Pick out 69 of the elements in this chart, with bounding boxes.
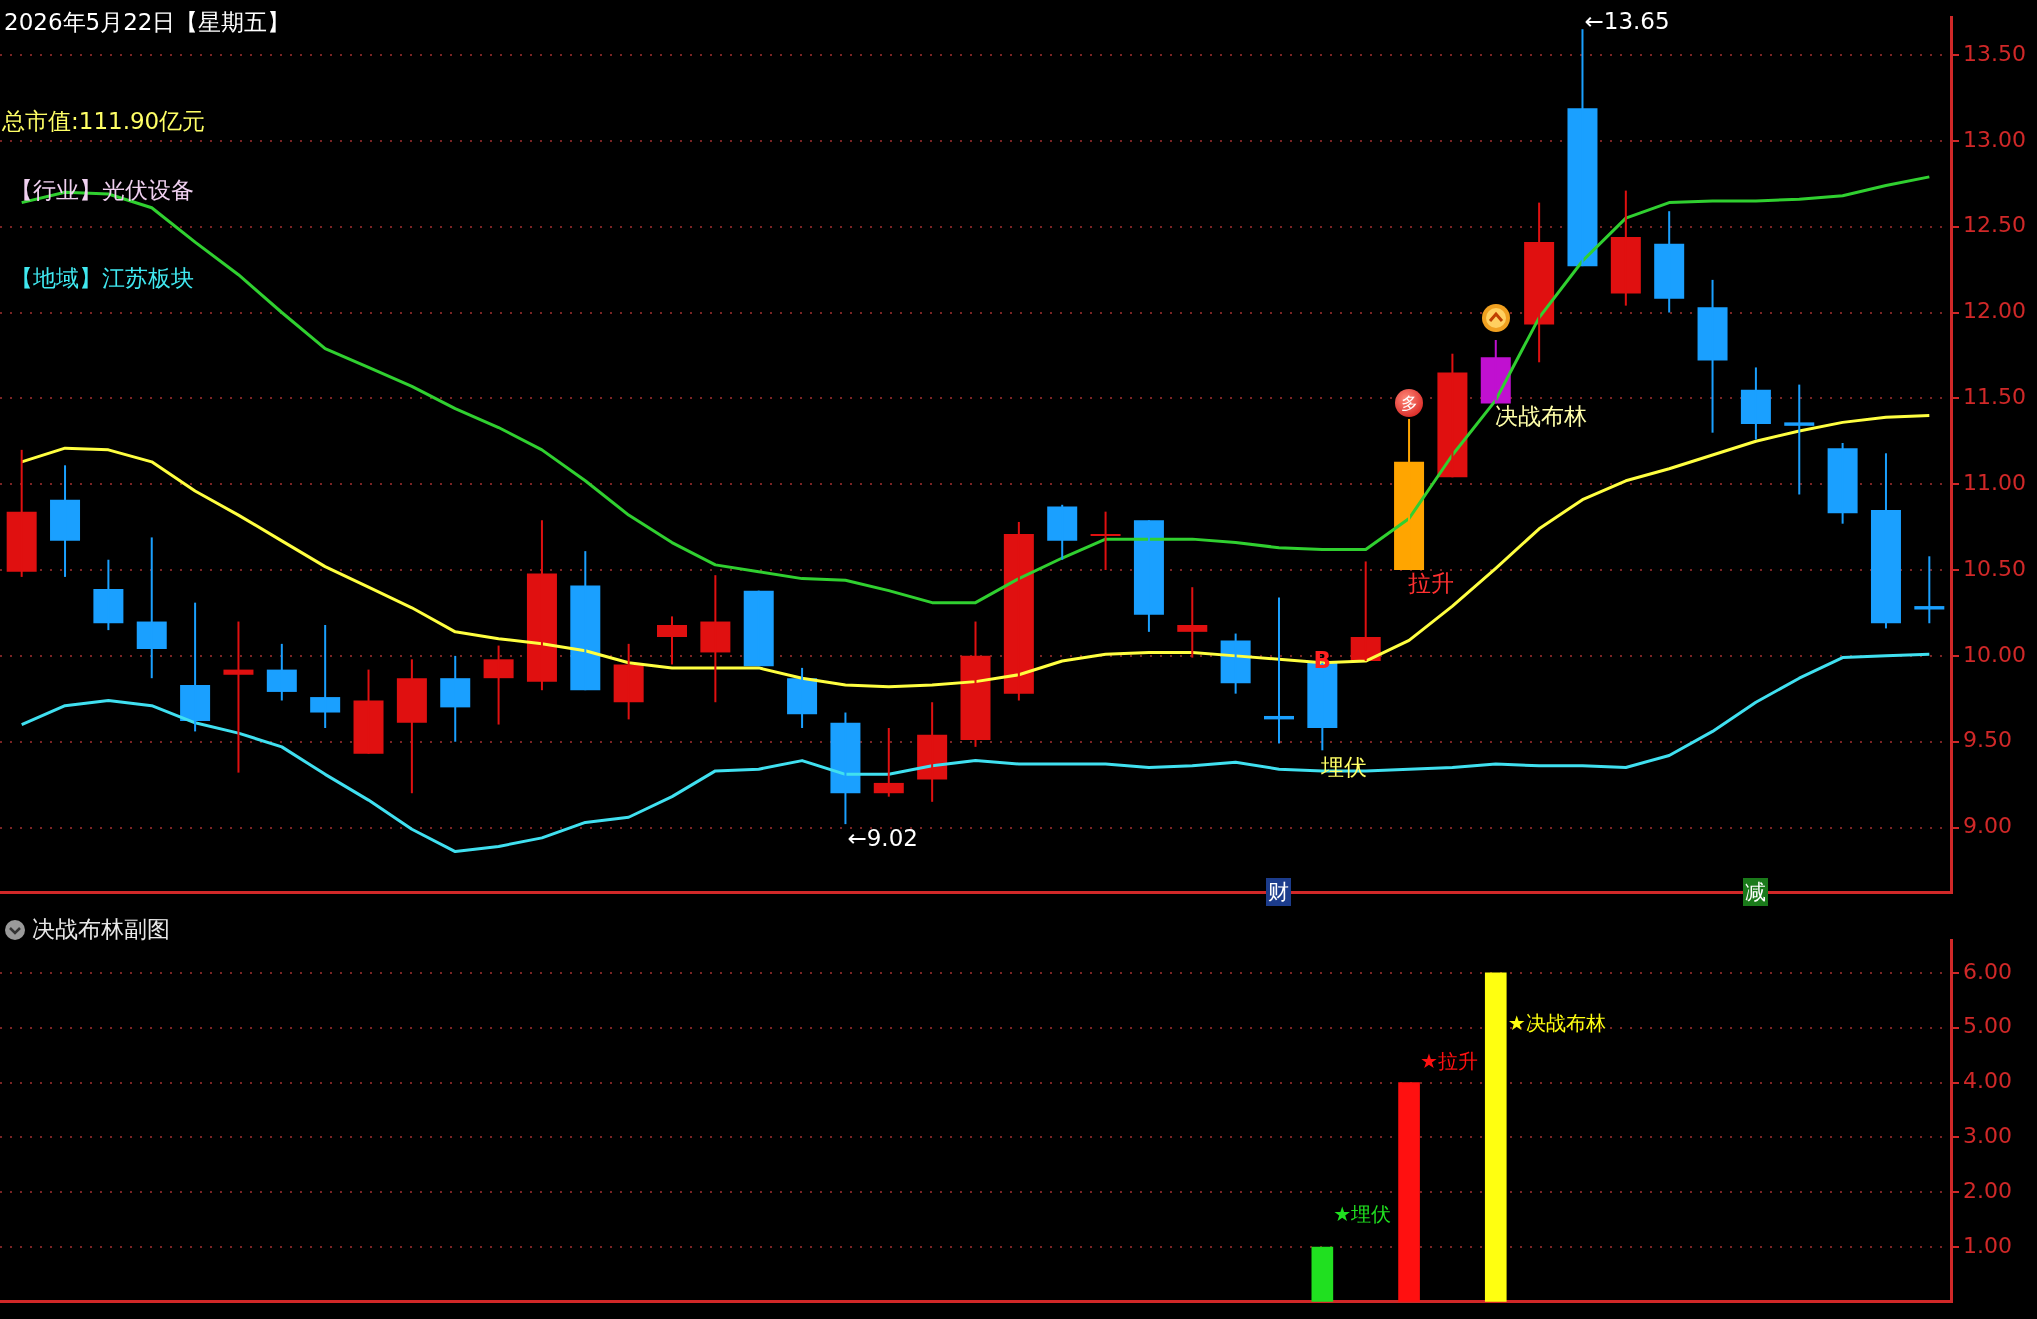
y-tick-label: 10.50 (1963, 555, 2026, 581)
y-tick-label: 11.50 (1963, 384, 2026, 410)
annotation: 【地域】江苏板块 (10, 264, 194, 291)
annotation: 拉升 (1408, 569, 1455, 596)
y-tick-label: 12.50 (1963, 212, 2026, 238)
y-tick-label: 1.00 (1963, 1232, 2012, 1258)
annotation: ★决战布林 (1507, 1011, 1606, 1036)
annotation: ←9.02 (847, 824, 918, 851)
annotation: ←13.65 (1584, 7, 1670, 34)
annotation: 2026年5月22日【星期五】 (4, 8, 291, 35)
candlestick (700, 574, 731, 704)
candlestick (1654, 210, 1685, 314)
candlestick (613, 642, 644, 721)
candlestick (873, 726, 904, 798)
candlestick (743, 589, 774, 668)
candlestick (136, 536, 167, 680)
annotation: B (1313, 646, 1332, 673)
candlestick (1003, 520, 1034, 702)
candlestick (570, 550, 601, 692)
candlestick (6, 448, 37, 578)
y-tick-label: 10.00 (1963, 641, 2026, 667)
candlestick (1047, 503, 1078, 561)
candlestick (440, 654, 471, 743)
candlestick (266, 642, 297, 702)
candlestick (1177, 586, 1208, 659)
tag: 财 (1266, 878, 1291, 906)
y-tick-label: 11.00 (1963, 469, 2026, 495)
candlestick (223, 620, 254, 774)
y-tick-label: 9.00 (1963, 813, 2012, 839)
y-tick-label: 9.50 (1963, 727, 2012, 753)
badge: 多 (1395, 389, 1424, 417)
candlestick (180, 601, 211, 733)
candlestick (1567, 28, 1598, 268)
candlestick (50, 464, 81, 578)
annotation: 总市值:111.90亿元 (1, 107, 206, 134)
y-tick-label: 13.50 (1963, 40, 2026, 66)
candlestick (1090, 510, 1121, 572)
candlestick (1827, 441, 1858, 525)
candlestick (396, 658, 427, 795)
candlestick (310, 623, 341, 729)
y-tick-label: 3.00 (1963, 1123, 2012, 1149)
chart-title: 决战布林副图 (32, 915, 170, 944)
y-tick-label: 4.00 (1963, 1068, 2012, 1094)
candlestick (1870, 452, 1901, 630)
candlestick (1610, 189, 1641, 307)
annotation: 决战布林 (1494, 402, 1587, 429)
y-tick-label: 12.00 (1963, 298, 2026, 324)
bar (1398, 1082, 1420, 1302)
candlestick (526, 519, 557, 692)
candlestick (1697, 278, 1728, 434)
candlestick (1914, 555, 1945, 625)
candlestick (1784, 383, 1815, 496)
y-tick-label: 5.00 (1963, 1013, 2012, 1039)
candlestick (1740, 366, 1771, 441)
tag: 减 (1742, 878, 1768, 906)
y-tick-label: 6.00 (1963, 958, 2012, 984)
annotation: ★埋伏 (1333, 1202, 1392, 1227)
candlestick (93, 558, 124, 632)
candlestick (960, 620, 991, 748)
y-tick-label: 2.00 (1963, 1177, 2012, 1203)
candlestick (657, 615, 688, 666)
candlestick (353, 668, 384, 755)
candlestick (1524, 201, 1555, 364)
candlestick (483, 644, 514, 726)
bar (1484, 972, 1507, 1302)
bar (1311, 1246, 1334, 1302)
candlestick (1133, 519, 1164, 633)
y-tick-label: 13.00 (1963, 126, 2026, 152)
annotation: ★拉升 (1420, 1048, 1478, 1073)
